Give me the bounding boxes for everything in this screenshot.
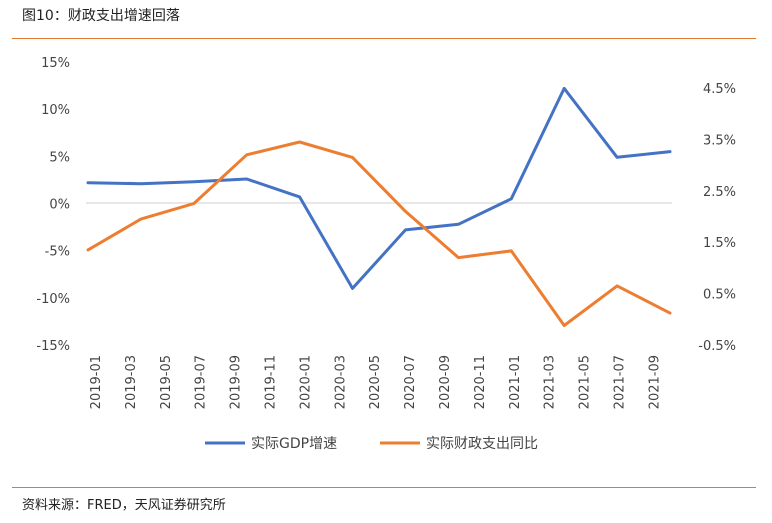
x-tick-label: 2021-05: [578, 355, 593, 409]
right-tick-label: 4.5%: [703, 82, 736, 97]
left-tick-label: 10%: [41, 103, 70, 118]
figure-title: 图10：财政支出增速回落: [22, 8, 180, 24]
right-tick-label: -0.5%: [698, 339, 736, 354]
left-tick-label: 0%: [49, 198, 70, 213]
series-layer: [86, 86, 672, 327]
x-tick-label: 2019-05: [159, 355, 174, 409]
x-tick-label: 2021-07: [613, 355, 628, 409]
legend-label: 实际GDP增速: [251, 436, 337, 452]
fiscal-series-line: [86, 140, 672, 327]
left-tick-label: -15%: [36, 339, 70, 354]
x-tick-label: 2020-05: [368, 355, 383, 409]
right-tick-label: 1.5%: [703, 236, 736, 251]
x-tick-label: 2019-11: [264, 355, 279, 409]
x-tick-label: 2021-09: [647, 355, 662, 409]
left-axis: 15% 10% 5% 0% -5% -10% -15%: [36, 56, 70, 354]
x-tick-label: 2019-09: [229, 355, 244, 409]
x-axis: 2019-01 2019-03 2019-05 2019-07 2019-09 2019-…: [89, 355, 662, 409]
right-tick-label: 3.5%: [703, 133, 736, 148]
left-tick-label: -10%: [36, 292, 70, 307]
x-tick-label: 2021-01: [508, 355, 523, 409]
x-tick-label: 2020-09: [438, 355, 453, 409]
x-tick-label: 2019-07: [194, 355, 209, 409]
source-note: 资料来源：FRED，天风证券研究所: [22, 498, 226, 513]
x-tick-label: 2019-01: [89, 355, 104, 409]
top-rule: [12, 38, 756, 39]
legend: 实际GDP增速 实际财政支出同比: [205, 436, 538, 452]
x-tick-label: 2020-03: [333, 355, 348, 409]
right-tick-label: 0.5%: [703, 288, 736, 303]
right-tick-label: 2.5%: [703, 185, 736, 200]
x-tick-label: 2020-11: [473, 355, 488, 409]
x-tick-label: 2020-01: [298, 355, 313, 409]
bottom-rule: [12, 487, 756, 488]
left-tick-label: 15%: [41, 56, 70, 71]
x-tick-label: 2020-07: [403, 355, 418, 409]
x-tick-label: 2021-03: [543, 355, 558, 409]
right-axis: 4.5% 3.5% 2.5% 1.5% 0.5% -0.5%: [698, 82, 736, 354]
left-tick-label: -5%: [45, 245, 70, 260]
gdp-series-line: [86, 86, 672, 290]
x-tick-label: 2019-03: [124, 355, 139, 409]
legend-label: 实际财政支出同比: [426, 436, 538, 452]
left-tick-label: 5%: [49, 150, 70, 165]
